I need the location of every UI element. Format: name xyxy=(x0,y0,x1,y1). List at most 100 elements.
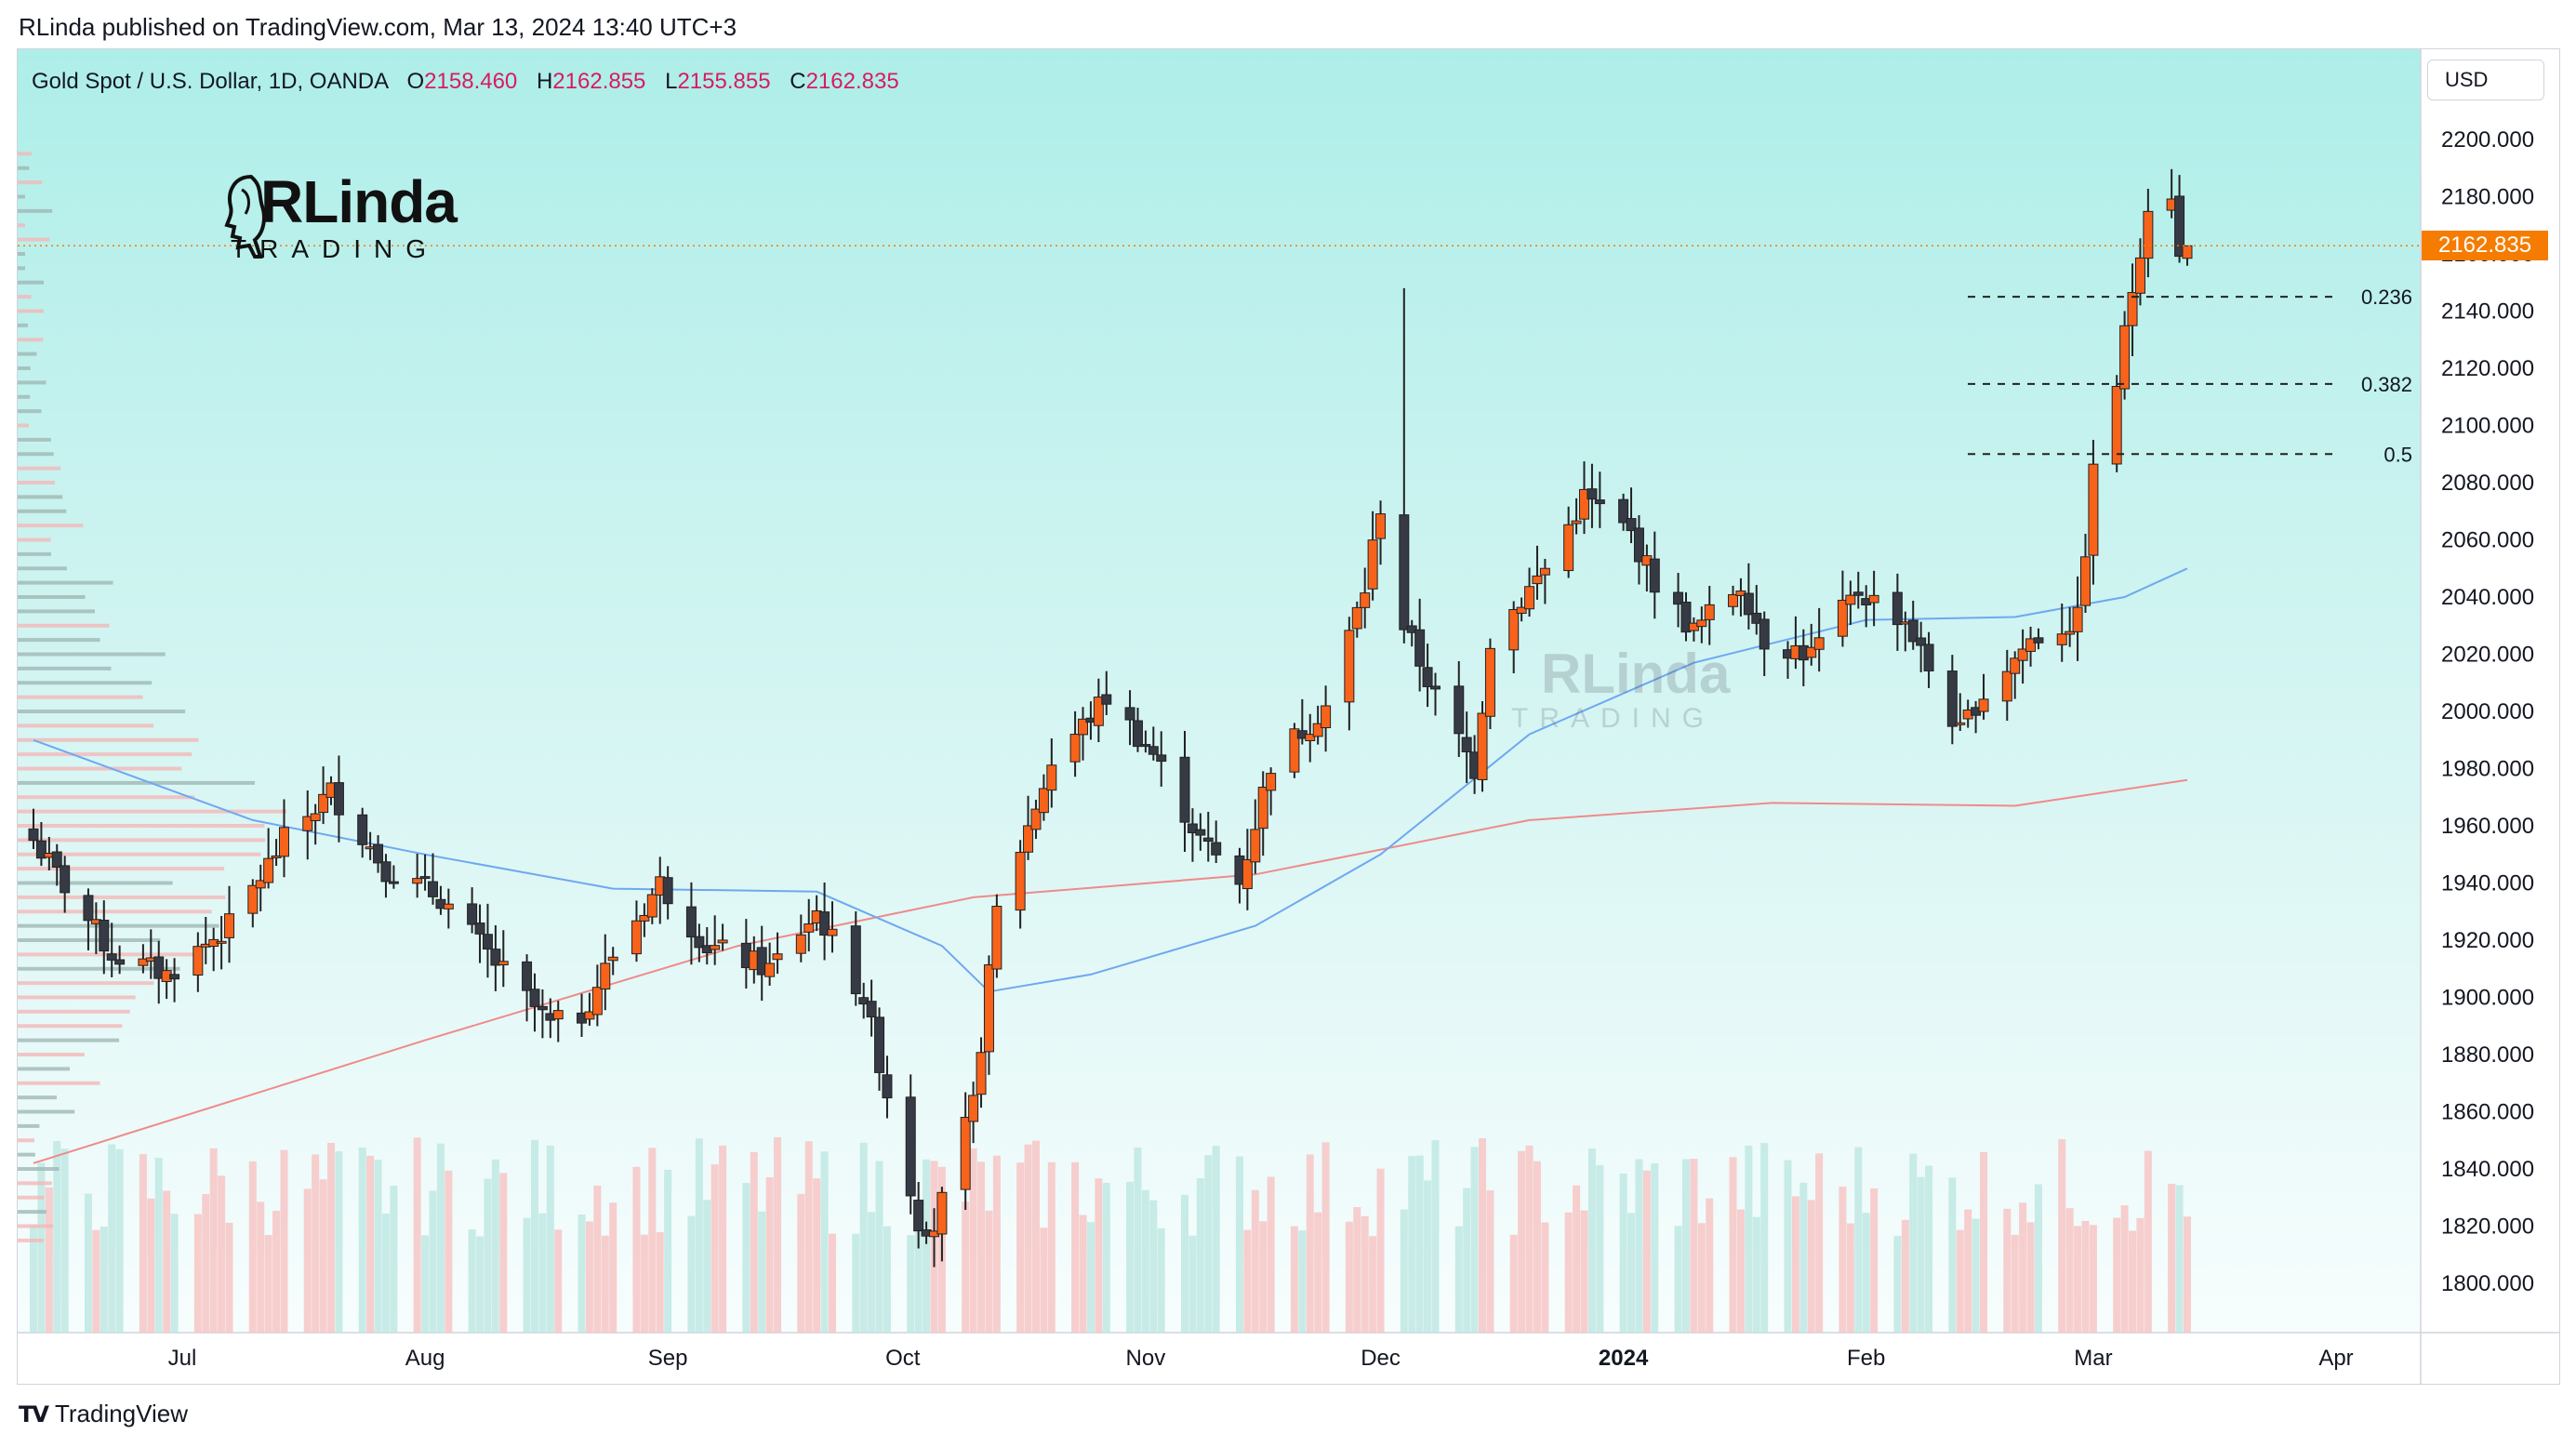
tradingview-footer[interactable]: TV TradingView xyxy=(19,1400,188,1428)
y-tick-label: 1860.000 xyxy=(2441,1100,2534,1125)
volume-bar xyxy=(1102,1182,1110,1333)
candle-body xyxy=(529,989,540,1007)
volume-bar xyxy=(358,1147,366,1333)
volume-bar xyxy=(1314,1212,1322,1333)
volume-profile-row xyxy=(18,309,44,313)
volume-bar xyxy=(1040,1228,1048,1333)
candle-body xyxy=(169,974,180,980)
volume-bar xyxy=(1188,1235,1197,1333)
candle-body xyxy=(443,903,454,909)
volume-profile-row xyxy=(18,1210,46,1215)
volume-bar xyxy=(1533,1161,1541,1333)
candle-body xyxy=(913,1200,924,1232)
volume-bar xyxy=(530,1139,538,1333)
candle-body xyxy=(2143,210,2154,259)
volume-profile-row xyxy=(18,509,67,513)
volume-bar xyxy=(1541,1222,1549,1333)
candle-body xyxy=(631,920,642,955)
volume-bar xyxy=(2136,1217,2144,1333)
volume-profile-row xyxy=(18,595,86,599)
volume-bar xyxy=(1204,1155,1213,1333)
volume-bar xyxy=(327,1143,336,1333)
volume-bar xyxy=(1463,1188,1471,1333)
candle-body xyxy=(2025,638,2037,652)
volume-bar xyxy=(1024,1144,1032,1333)
volume-bar xyxy=(1980,1151,1988,1333)
high-label: H xyxy=(536,69,553,94)
volume-profile-row xyxy=(18,1123,40,1128)
volume-bar xyxy=(1251,1189,1259,1333)
volume-profile-row xyxy=(18,838,266,843)
candle-body xyxy=(1156,754,1167,763)
volume-bar xyxy=(2058,1138,2066,1333)
volume-profile-row xyxy=(18,323,28,327)
volume-bar xyxy=(1564,1212,1573,1333)
volume-profile-row xyxy=(18,366,31,370)
volume-bar xyxy=(1651,1163,1659,1333)
volume-bar xyxy=(92,1229,100,1333)
volume-profile-row xyxy=(18,995,136,1000)
candle-body xyxy=(1250,829,1261,863)
volume-bar xyxy=(813,1178,821,1333)
volume-bar xyxy=(45,1187,53,1333)
volume-bar xyxy=(758,1211,766,1333)
currency-selector[interactable]: USD xyxy=(2427,60,2544,100)
candle-body xyxy=(467,903,478,925)
candle-body xyxy=(1266,773,1277,791)
candle-body xyxy=(380,861,392,883)
volume-profile-row xyxy=(18,724,154,728)
candle-body xyxy=(1587,488,1598,500)
volume-bar xyxy=(2011,1234,2019,1333)
volume-bar xyxy=(1846,1223,1854,1333)
candle-body xyxy=(1422,667,1433,687)
x-tick-label: Feb xyxy=(1847,1346,1885,1371)
plot-area[interactable] xyxy=(18,49,2421,1333)
candle-body xyxy=(193,946,204,976)
volume-bar xyxy=(1752,1216,1760,1333)
candle-body xyxy=(1069,734,1081,763)
volume-bar xyxy=(139,1154,147,1333)
volume-bar xyxy=(1470,1147,1479,1333)
candle-body xyxy=(936,1191,948,1235)
candle-body xyxy=(1093,697,1104,726)
volume-profile-row xyxy=(18,1238,44,1242)
symbol-legend[interactable]: Gold Spot / U.S. Dollar, 1D, OANDA O2158… xyxy=(32,69,899,95)
rlinda-watermark: RLinda TRADING xyxy=(1502,642,1744,744)
candle-body xyxy=(1696,619,1707,628)
volume-profile-row xyxy=(18,566,67,571)
candle-body xyxy=(278,827,289,857)
volume-bar xyxy=(1424,1180,1432,1333)
logo-word: RLinda xyxy=(260,168,458,235)
volume-bar xyxy=(797,1193,805,1333)
fib-level-label: 0.5 xyxy=(2383,443,2412,466)
volume-bar xyxy=(1086,1222,1095,1333)
candle-body xyxy=(388,881,399,884)
volume-profile-row xyxy=(18,338,44,342)
candle-body xyxy=(2065,631,2076,635)
candle-body xyxy=(1594,499,1605,505)
volume-bar xyxy=(272,1211,281,1333)
candle-body xyxy=(2033,637,2044,644)
volume-profile-row xyxy=(18,623,110,628)
x-tick-label: Jul xyxy=(168,1346,197,1371)
volume-bar xyxy=(84,1193,92,1333)
candle-body xyxy=(2017,648,2028,661)
chart-frame xyxy=(17,48,2560,1385)
candle-body xyxy=(1508,608,1520,651)
volume-bar xyxy=(1635,1159,1643,1333)
volume-bar xyxy=(390,1185,398,1333)
volume-profile-row xyxy=(18,766,182,771)
volume-profile-row xyxy=(18,881,173,885)
candle-body xyxy=(1305,734,1316,742)
volume-bar xyxy=(774,1136,782,1333)
volume-bar xyxy=(1361,1215,1369,1333)
volume-profile-row xyxy=(18,409,42,414)
volume-profile-row xyxy=(18,966,180,971)
open-label: O xyxy=(406,69,425,94)
candle-body xyxy=(1360,592,1371,608)
candle-body xyxy=(1179,756,1190,823)
candle-body xyxy=(1038,788,1049,814)
volume-bar xyxy=(852,1233,860,1333)
candle-body xyxy=(1399,514,1410,631)
volume-bar xyxy=(1815,1153,1824,1333)
